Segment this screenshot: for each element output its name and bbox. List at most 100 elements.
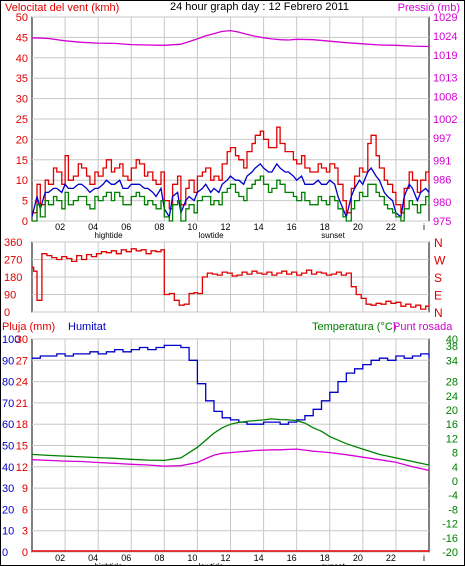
pressure-axis-label: Pressió (mb) (398, 2, 460, 14)
tide-label: lowtide (199, 562, 224, 566)
pressure-y-tick: 1008 (433, 91, 457, 103)
compass-y-tick: N (434, 236, 443, 250)
x-tick-label: 02 (55, 222, 65, 232)
x-tick-label: i (423, 553, 425, 563)
direction-y-tick: 360 (4, 237, 22, 249)
pressure-y-tick: 986 (433, 174, 451, 186)
x-tick-label: 02 (55, 553, 65, 563)
humidity-y-tick: 20 (2, 504, 14, 516)
humidity-y-tick: 50 (2, 441, 14, 453)
pressure-line (31, 29, 430, 48)
wind-axis-label: Velocitat del vent (kmh) (5, 2, 119, 14)
pressure-y-tick: 975 (433, 216, 451, 228)
rain-y-tick: 9 (22, 483, 28, 495)
x-tick-label: 14 (254, 222, 264, 232)
pressure-y-tick: 1024 (433, 31, 457, 43)
direction-y-tick: 180 (4, 272, 22, 284)
temperature-y-tick: 4 (452, 462, 458, 474)
temperature-y-tick: 34 (446, 355, 458, 367)
direction-y-tick: 270 (4, 255, 22, 267)
x-tick-label: 18 (320, 553, 330, 563)
pressure-y-tick: 980 (433, 197, 451, 209)
humidity-y-tick: 10 (2, 526, 14, 538)
temperature-y-tick: 16 (446, 419, 458, 431)
x-tick-label: 08 (154, 222, 164, 232)
temperature-y-tick: 38 (446, 341, 458, 353)
dewpoint-line (31, 448, 430, 472)
pressure-y-ticks: 975 980 986 991 997 1002 1008 1013 1019 1024 1029 (433, 12, 457, 228)
wind-line (32, 175, 430, 222)
x-tick-label: 16 (287, 553, 297, 563)
tide-label: hightide (95, 231, 124, 240)
humidity-y-tick: 100 (2, 334, 20, 346)
rain-y-tick: 3 (22, 526, 28, 538)
x-tick-label: 14 (254, 553, 264, 563)
rain-y-tick: 30 (16, 334, 28, 346)
x-tick-label: 12 (220, 222, 230, 232)
rain-y-tick: 21 (16, 398, 28, 410)
sunset-label: sunset (321, 231, 345, 240)
temperature-y-tick: 20 (446, 405, 458, 417)
compass-y-tick: E (434, 289, 442, 303)
wind-y-tick: 0 (22, 216, 28, 228)
wind-series (31, 29, 430, 222)
rain-y-tick: 27 (16, 355, 28, 367)
x-tick-label: 20 (353, 553, 363, 563)
temperature-y-tick: 24 (446, 391, 458, 403)
rain-y-tick: 6 (22, 504, 28, 516)
wind-y-tick: 20 (16, 134, 28, 146)
wind-y-tick: 40 (16, 53, 28, 65)
x-tick-label: 04 (88, 553, 98, 563)
x-tick-label: 06 (121, 553, 131, 563)
temperature-y-tick: 0 (452, 476, 458, 488)
temperature-y-tick: -20 (442, 547, 458, 559)
wind-y-ticks: 0 5 10 15 20 25 30 35 40 45 50 (16, 12, 28, 228)
temperature-y-tick: 8 (452, 448, 458, 460)
wind-y-tick: 5 (22, 196, 28, 208)
rain-axis-label: Pluja (mm) (2, 321, 55, 333)
x-tick-label: 22 (386, 553, 396, 563)
x-tick-label: i (423, 222, 425, 232)
x-tick-label: 16 (287, 222, 297, 232)
direction-series (32, 248, 430, 310)
humidity-y-tick: 60 (2, 419, 14, 431)
temperature-y-tick: 28 (446, 377, 458, 389)
x-tick-label: 20 (353, 222, 363, 232)
wind-y-tick: 50 (16, 12, 28, 24)
humidity-axis-label: Humitat (68, 321, 106, 333)
pressure-y-tick: 1019 (433, 50, 457, 62)
humidity-line (32, 344, 430, 425)
pressure-y-tick: 1013 (433, 72, 457, 84)
x-tick-label: 22 (386, 222, 396, 232)
rain-y-ticks: 0 3 6 9 12 15 18 21 24 27 30 (16, 334, 28, 559)
pressure-y-tick: 1029 (433, 12, 457, 24)
x-tick-label: 10 (187, 222, 197, 232)
direction-line (32, 248, 430, 310)
direction-y-tick: 90 (4, 290, 16, 302)
chart-title: 24 hour graph day : 12 Febrero 2011 (170, 1, 349, 13)
x-tick-label: 12 (220, 553, 230, 563)
wind-y-tick: 15 (16, 155, 28, 167)
temperature-y-tick: 12 (446, 433, 458, 445)
humidity-x-ticks: 02 04 06 08 10 12 14 16 18 20 22 i hightide lowtide su… (55, 553, 425, 566)
x-tick-label: 06 (121, 222, 131, 232)
wind-y-tick: 25 (16, 114, 28, 126)
sunset-label: sunset (321, 562, 345, 566)
temperature-y-tick: -12 (442, 519, 458, 531)
rain-y-tick: 0 (22, 547, 28, 559)
x-tick-label: 08 (154, 553, 164, 563)
x-tick-label: 10 (187, 553, 197, 563)
humidity-y-tick: 40 (2, 462, 14, 474)
tide-label: lowtide (199, 231, 224, 240)
compass-y-tick: W (434, 254, 446, 268)
wind-x-ticks: 02 04 06 08 10 12 14 16 18 20 22 i hightide lowtide su… (55, 222, 425, 240)
humidity-y-tick: 90 (2, 355, 14, 367)
humidity-y-tick: 80 (2, 377, 14, 389)
temperature-y-tick: -8 (448, 504, 458, 516)
pressure-y-tick: 1002 (433, 114, 457, 126)
temperature-line (31, 418, 430, 466)
